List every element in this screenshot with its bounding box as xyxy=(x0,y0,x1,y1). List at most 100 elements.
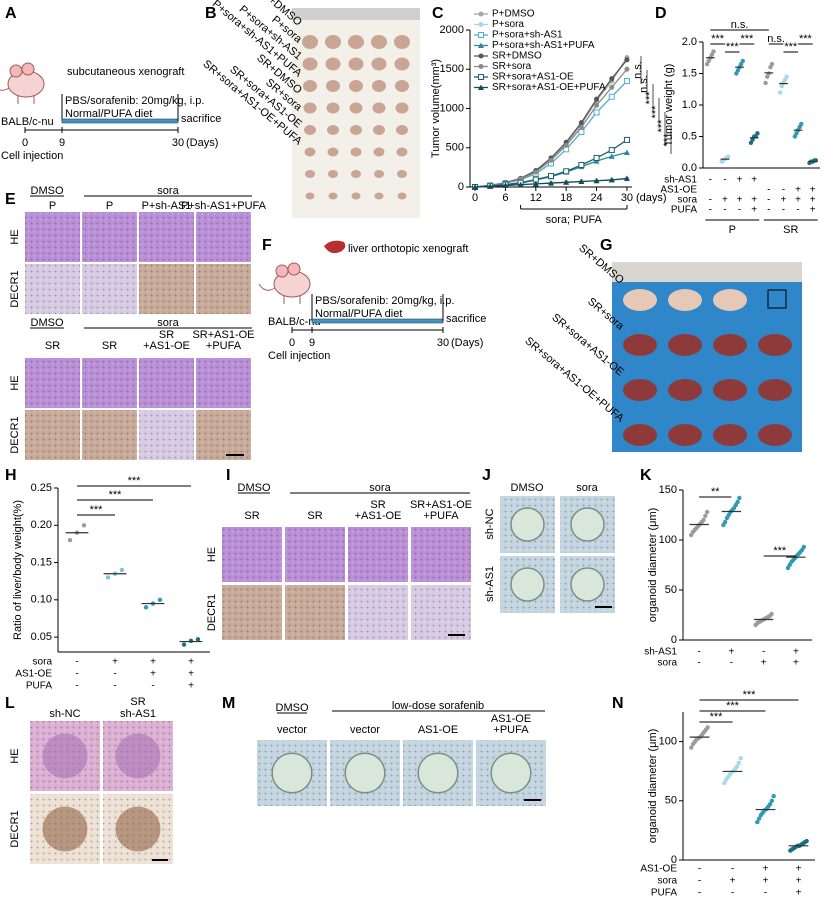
legend-marker xyxy=(478,64,484,69)
annotation: sora; PUFA xyxy=(546,214,603,226)
condition-sign: + xyxy=(737,175,743,186)
mouse-ear xyxy=(287,262,301,276)
organoid xyxy=(570,507,605,542)
condition-sign: - xyxy=(723,175,726,186)
panel-title: liver orthotopic xenograft xyxy=(348,243,468,255)
significance: *** xyxy=(726,700,740,712)
mouse-ear xyxy=(275,264,289,278)
data-point xyxy=(778,90,783,95)
panel-label: D xyxy=(655,5,667,22)
column-label: +PUFA xyxy=(493,724,529,736)
significance: n.s. xyxy=(767,33,785,45)
legend-marker xyxy=(478,32,484,38)
data-point xyxy=(608,176,615,183)
condition-label: sora xyxy=(658,876,678,887)
column-label: sh-AS1 xyxy=(120,708,156,720)
y-tick-label: 0.0 xyxy=(682,162,697,174)
significance: n.s. xyxy=(638,75,650,93)
panel-label: G xyxy=(600,237,612,254)
data-point xyxy=(532,180,539,187)
data-point xyxy=(755,819,760,825)
y-tick-label: 0 xyxy=(671,854,677,866)
significance: *** xyxy=(656,119,668,133)
condition-sign: - xyxy=(738,205,741,216)
organoid xyxy=(510,507,545,542)
significance: n.s. xyxy=(632,61,644,79)
condition-sign: - xyxy=(113,681,116,692)
tumor xyxy=(302,35,318,49)
y-tick-label: 0.05 xyxy=(31,631,52,643)
time-unit: (Days) xyxy=(186,137,218,149)
gland xyxy=(115,733,161,779)
data-point xyxy=(767,802,773,807)
x-tick-label: 0 xyxy=(472,192,478,204)
tumor xyxy=(325,35,341,49)
y-tick-label: 100 xyxy=(659,534,677,546)
tumor xyxy=(325,57,341,71)
tumor xyxy=(302,57,318,71)
significance: *** xyxy=(773,545,787,557)
condition-sign: + xyxy=(730,876,736,887)
data-point xyxy=(593,154,600,161)
column-label: SR xyxy=(45,340,60,352)
data-point xyxy=(766,71,772,76)
end-point: sacrifice xyxy=(181,113,221,125)
condition-sign: + xyxy=(188,657,194,668)
tumor xyxy=(371,57,387,71)
condition-sign: + xyxy=(781,195,787,206)
legend-label: SR+sora+AS1-OE xyxy=(492,72,574,83)
condition-label: AS1-OE xyxy=(15,669,52,680)
y-tick-label: 0.10 xyxy=(31,594,52,606)
x-tick-label: 6 xyxy=(502,192,508,204)
data-point xyxy=(689,745,694,750)
column-label: P+sh-AS1+PUFA xyxy=(181,200,267,212)
tumor xyxy=(713,334,747,356)
column-label: sora xyxy=(576,482,598,494)
tumor xyxy=(328,192,338,200)
column-label: +PUFA xyxy=(206,340,242,352)
panel-label: I xyxy=(226,467,230,484)
condition-sign: - xyxy=(75,657,78,668)
significance: *** xyxy=(90,504,104,516)
condition-sign: - xyxy=(796,205,799,216)
condition-label: sora xyxy=(33,657,53,668)
data-point xyxy=(81,523,87,528)
condition-label: sh-AS1 xyxy=(644,647,677,658)
y-tick-label: 2.0 xyxy=(682,36,697,48)
significance: *** xyxy=(740,33,754,45)
x-axis-label: (days) xyxy=(636,192,667,204)
tumor xyxy=(396,125,408,135)
data-point xyxy=(594,96,600,102)
legend-label: P+sora+sh-AS1 xyxy=(492,30,563,41)
tumor xyxy=(327,147,339,157)
y-axis-label: Tumor volume(mm³) xyxy=(430,59,442,158)
micrograph-texture xyxy=(82,264,137,314)
data-point xyxy=(722,780,727,786)
time-unit: (Days) xyxy=(451,337,483,349)
significance: *** xyxy=(726,41,740,53)
data-point xyxy=(705,725,710,730)
data-point xyxy=(737,495,742,501)
data-point xyxy=(722,519,728,525)
column-label: P xyxy=(106,200,113,212)
tumor xyxy=(668,289,702,311)
column-label: SR xyxy=(244,510,259,522)
treatment-header: DMSO xyxy=(31,185,64,197)
tumor xyxy=(758,379,792,401)
condition-sign: + xyxy=(793,658,799,669)
time-label: 30 xyxy=(172,137,184,149)
data-point xyxy=(804,838,809,844)
row-label: DECR1 xyxy=(9,810,21,847)
tumor xyxy=(351,170,361,178)
micrograph-texture xyxy=(196,212,251,262)
data-point xyxy=(578,120,584,126)
panel-label: L xyxy=(5,695,15,712)
significance: *** xyxy=(128,475,142,487)
tumor xyxy=(326,102,340,114)
panel-label: K xyxy=(640,467,652,484)
column-label: SR xyxy=(370,499,385,511)
data-point xyxy=(548,173,554,180)
legend-marker xyxy=(478,42,484,48)
column-label: SR+AS1-OE xyxy=(192,329,254,341)
y-tick-label: 150 xyxy=(659,484,677,496)
